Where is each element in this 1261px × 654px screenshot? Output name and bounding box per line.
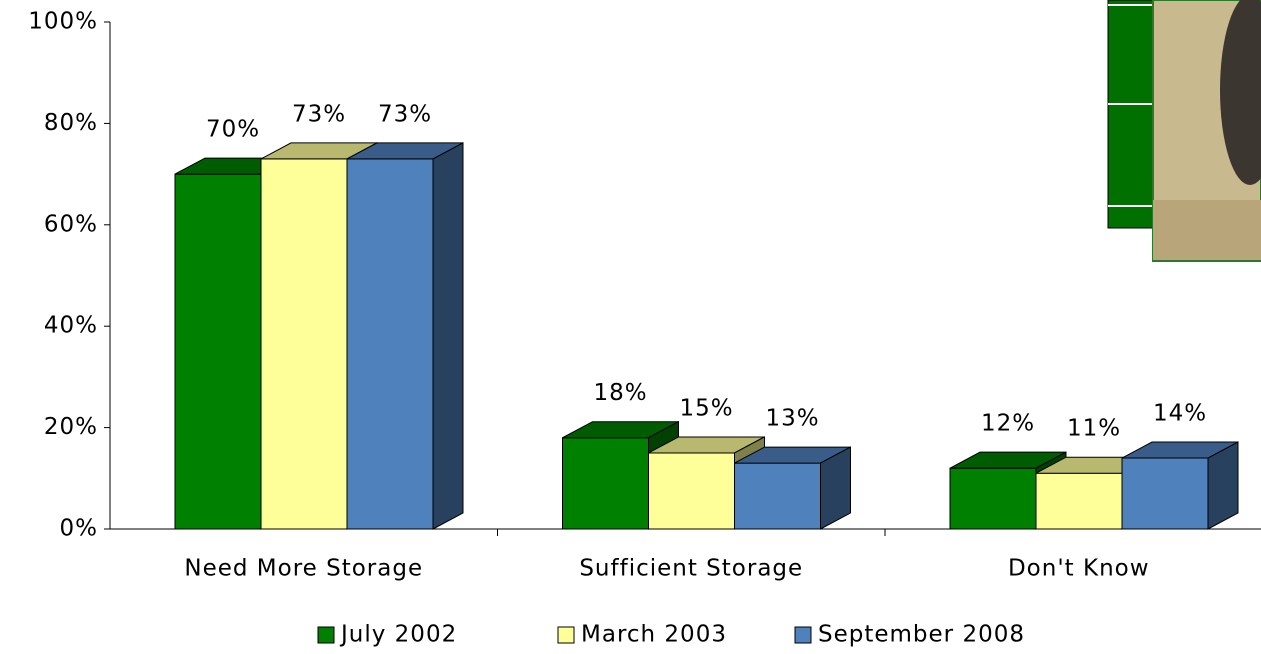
bar (1035, 472, 1123, 530)
value-label: 18% (593, 380, 647, 406)
value-label: 73% (292, 101, 346, 127)
bar (260, 158, 348, 530)
bar-side (432, 142, 464, 530)
bar (346, 158, 434, 530)
bar (949, 467, 1037, 530)
y-tick-label: 0% (60, 516, 99, 542)
x-tick-label: Don't Know (1008, 556, 1150, 582)
x-tick-label: Sufficient Storage (579, 556, 803, 582)
legend-swatch (557, 626, 575, 644)
value-label: 73% (378, 101, 432, 127)
legend-label: March 2003 (581, 622, 727, 648)
value-label: 15% (679, 395, 733, 421)
y-tick-label: 40% (44, 313, 98, 339)
y-tick-label: 60% (44, 211, 98, 237)
y-tick-label: 80% (44, 110, 98, 136)
value-label: 12% (981, 411, 1035, 437)
legend-swatch (317, 626, 335, 644)
value-label: 11% (1067, 416, 1121, 442)
bar (1121, 457, 1209, 530)
bar (648, 452, 735, 530)
bar-side (1207, 441, 1239, 530)
value-label: 70% (206, 117, 260, 143)
decoration (1107, 0, 1261, 262)
bar-side (820, 446, 851, 530)
bar (734, 462, 821, 530)
legend-swatch (794, 626, 812, 644)
y-tick-label: 100% (28, 9, 98, 35)
bar (174, 173, 262, 530)
bar (562, 437, 649, 530)
value-label: 13% (765, 406, 819, 432)
x-tick-label: Need More Storage (184, 556, 423, 582)
value-label: 14% (1153, 401, 1207, 427)
y-tick-label: 20% (44, 414, 98, 440)
legend-label: July 2002 (339, 622, 457, 648)
legend-label: September 2008 (818, 622, 1025, 648)
